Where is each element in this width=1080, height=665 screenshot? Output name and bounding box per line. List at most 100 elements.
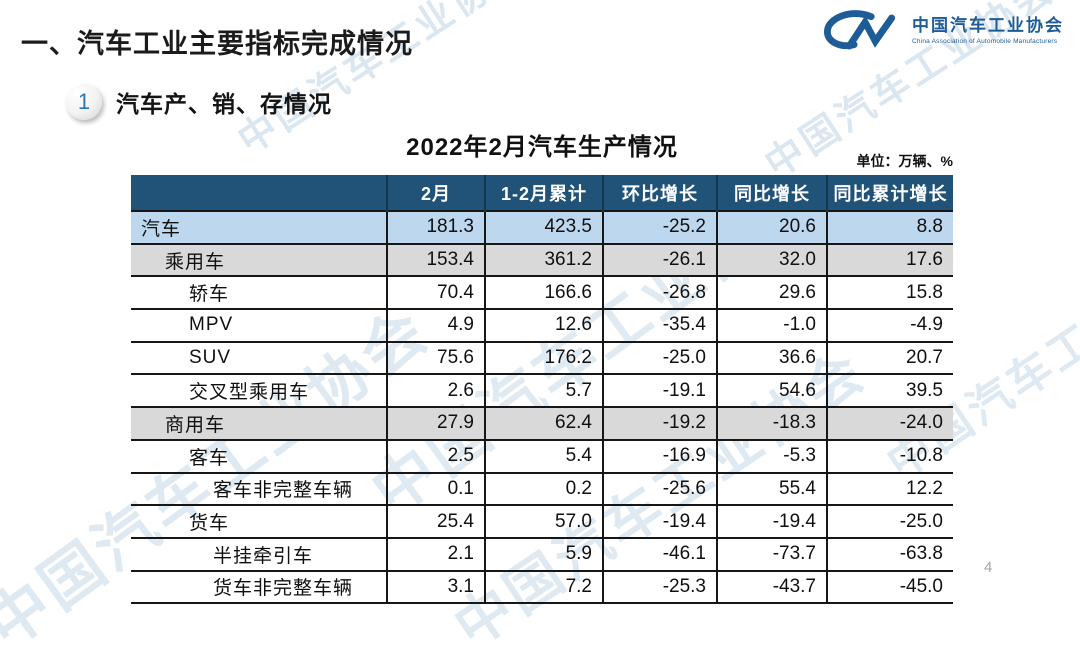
subsection-title: 汽车产、销、存情况 <box>116 91 332 117</box>
cell-value: -63.8 <box>826 537 953 571</box>
cell-value: 2.6 <box>386 374 485 408</box>
cell-value: 54.6 <box>716 374 827 408</box>
cell-value: 62.4 <box>484 407 603 440</box>
logo-name-cn: 中国汽车工业协会 <box>912 16 1064 36</box>
cell-value: 17.6 <box>826 243 953 277</box>
cell-value: -1.0 <box>716 309 827 342</box>
cell-value: 55.4 <box>716 472 827 506</box>
cell-value: 2.5 <box>386 439 485 473</box>
cell-value: -19.4 <box>716 505 827 538</box>
unit-note: 单位：万辆、% <box>856 153 953 169</box>
logo-name-en: China Association of Automobile Manufact… <box>912 37 1058 45</box>
cell-value: 0.1 <box>386 472 485 506</box>
column-header: 环比增长 <box>602 175 717 211</box>
cell-value: 27.9 <box>386 407 485 440</box>
cell-value: 176.2 <box>484 341 603 375</box>
cell-value: 75.6 <box>386 341 485 375</box>
table-row: MPV 4.9 12.6 -35.4 -1.0 -4.9 <box>131 309 953 342</box>
page-number: 4 <box>984 559 993 576</box>
cell-value: 166.6 <box>484 276 603 310</box>
cell-value: 29.6 <box>716 276 827 310</box>
cell-value: -35.4 <box>602 309 717 342</box>
column-header: 1-2月累计 <box>484 175 603 211</box>
column-header: 同比增长 <box>716 175 827 211</box>
cell-value: 57.0 <box>484 505 603 538</box>
row-label: 客车 <box>189 447 230 469</box>
cell-value: 12.6 <box>484 309 603 342</box>
cell-value: 20.7 <box>826 341 953 375</box>
cell-value: -46.1 <box>602 537 717 571</box>
cell-value: 2.1 <box>386 537 485 571</box>
table-head: 2月 1-2月累计 环比增长 同比增长 同比累计增长 <box>131 175 953 211</box>
cell-value: 39.5 <box>826 374 953 408</box>
cell-value: 12.2 <box>826 472 953 506</box>
cell-value: 15.8 <box>826 276 953 310</box>
cell-value: 5.9 <box>484 537 603 571</box>
cell-value: -25.3 <box>602 570 717 604</box>
table-row: 乘用车 153.4 361.2 -26.1 32.0 17.6 <box>131 243 953 277</box>
section-number-badge: 1 <box>66 84 102 120</box>
cell-value: -19.1 <box>602 374 717 408</box>
table-title: 2022年2月汽车生产情况 <box>406 134 678 161</box>
row-label: 交叉型乘用车 <box>189 382 310 404</box>
cell-value: 36.6 <box>716 341 827 375</box>
cell-value: -25.0 <box>602 341 717 375</box>
cell-value: 423.5 <box>484 211 603 244</box>
row-label: SUV <box>189 347 232 369</box>
table-row: 客车非完整车辆 0.1 0.2 -25.6 55.4 12.2 <box>131 472 953 506</box>
row-label: MPV <box>189 314 234 336</box>
row-label: 客车非完整车辆 <box>213 480 354 502</box>
row-label: 半挂牵引车 <box>213 545 314 567</box>
table-row: SUV 75.6 176.2 -25.0 36.6 20.7 <box>131 341 953 375</box>
row-label: 货车非完整车辆 <box>213 578 354 600</box>
cell-value: 8.8 <box>826 211 953 244</box>
column-header: 同比累计增长 <box>826 175 953 211</box>
cell-value: -18.3 <box>716 407 827 440</box>
cell-value: 5.4 <box>484 439 603 473</box>
table-row: 汽车 181.3 423.5 -25.2 20.6 8.8 <box>131 211 953 244</box>
table-row: 货车非完整车辆 3.1 7.2 -25.3 -43.7 -45.0 <box>131 570 953 604</box>
cell-value: 3.1 <box>386 570 485 604</box>
row-label: 轿车 <box>189 284 230 306</box>
cell-value: -25.0 <box>826 505 953 538</box>
table-row: 轿车 70.4 166.6 -26.8 29.6 15.8 <box>131 276 953 310</box>
cell-value: -45.0 <box>826 570 953 604</box>
cell-value: -19.2 <box>602 407 717 440</box>
cell-value: 181.3 <box>386 211 485 244</box>
table-row: 交叉型乘用车 2.6 5.7 -19.1 54.6 39.5 <box>131 374 953 408</box>
cell-value: 0.2 <box>484 472 603 506</box>
cell-value: 5.7 <box>484 374 603 408</box>
cell-value: -19.4 <box>602 505 717 538</box>
cell-value: 361.2 <box>484 243 603 277</box>
table-row: 货车 25.4 57.0 -19.4 -19.4 -25.0 <box>131 505 953 538</box>
table-row: 半挂牵引车 2.1 5.9 -46.1 -73.7 -63.8 <box>131 537 953 571</box>
cell-value: -43.7 <box>716 570 827 604</box>
cell-value: -4.9 <box>826 309 953 342</box>
cell-value: -10.8 <box>826 439 953 473</box>
row-label: 乘用车 <box>165 251 226 273</box>
page-title: 一、汽车工业主要指标完成情况 <box>21 29 413 59</box>
cell-value: -26.1 <box>602 243 717 277</box>
cell-value: -24.0 <box>826 407 953 440</box>
table-row: 客车 2.5 5.4 -16.9 -5.3 -10.8 <box>131 439 953 473</box>
cell-value: -5.3 <box>716 439 827 473</box>
production-table: 2月 1-2月累计 环比增长 同比增长 同比累计增长 汽车 181.3 423.5 -25.2… <box>131 175 953 604</box>
subsection-heading: 1 汽车产、销、存情况 <box>66 84 332 120</box>
caam-logo-text: 中国汽车工业协会 China Association of Automobile… <box>912 16 1064 45</box>
cell-value: 7.2 <box>484 570 603 604</box>
cell-value: -25.6 <box>602 472 717 506</box>
production-table-wrap: 2月 1-2月累计 环比增长 同比增长 同比累计增长 汽车 181.3 423.5 -25.2… <box>131 175 953 604</box>
row-label: 商用车 <box>165 414 226 436</box>
table-header-row: 2月 1-2月累计 环比增长 同比增长 同比累计增长 <box>131 175 953 211</box>
cell-value: -26.8 <box>602 276 717 310</box>
cell-value: 70.4 <box>386 276 485 310</box>
caam-logo: 中国汽车工业协会 China Association of Automobile… <box>822 8 1064 54</box>
column-header: 2月 <box>386 175 485 211</box>
cell-value: 153.4 <box>386 243 485 277</box>
cell-value: -73.7 <box>716 537 827 571</box>
cell-value: -25.2 <box>602 211 717 244</box>
table-body: 汽车 181.3 423.5 -25.2 20.6 8.8 乘用车 153.4 361.2 -26… <box>131 211 953 604</box>
row-label: 货车 <box>189 513 230 535</box>
caam-logo-mark-icon <box>824 10 896 50</box>
